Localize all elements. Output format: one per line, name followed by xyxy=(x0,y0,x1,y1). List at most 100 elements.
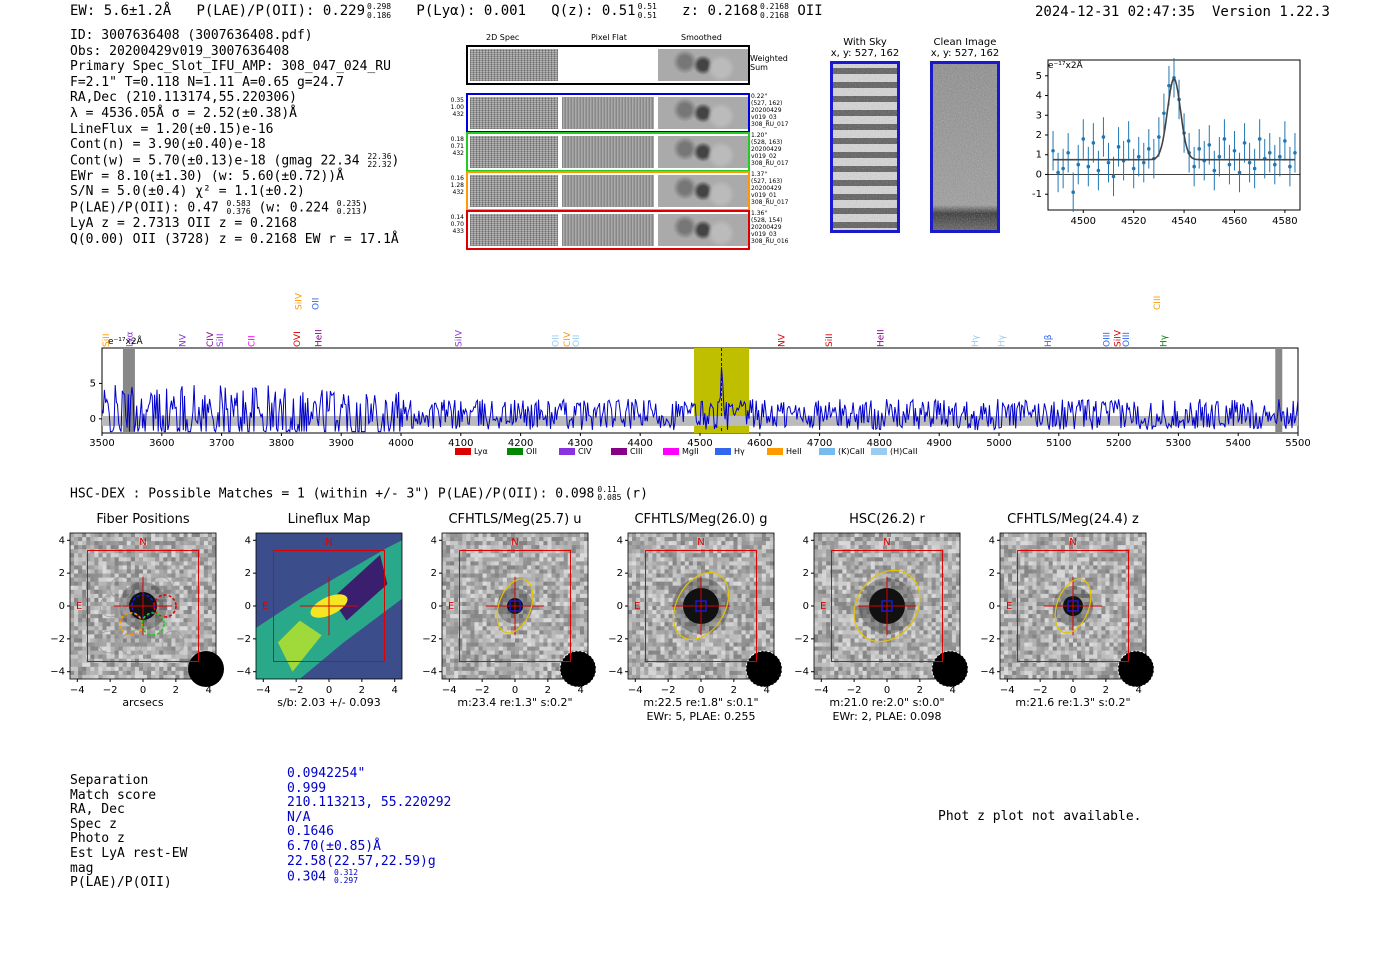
stamp-pixel xyxy=(713,618,718,623)
stamp-pixel xyxy=(818,557,823,562)
stamp-pixel xyxy=(547,593,552,599)
stamp-pixel xyxy=(551,634,556,639)
stamp-pixel xyxy=(907,585,912,591)
stamp-pixel xyxy=(696,565,702,570)
stamp-pixel xyxy=(527,618,532,623)
stamp-pixel xyxy=(147,581,152,587)
stamp-pixel xyxy=(155,646,160,651)
stamp-pixel xyxy=(717,606,722,611)
stamp-pixel xyxy=(648,642,653,647)
stamp-pixel xyxy=(183,581,188,587)
stamp-pixel xyxy=(70,597,75,603)
stamp-pixel xyxy=(106,565,111,570)
stamp-pixel xyxy=(660,642,665,647)
zoom-data-point xyxy=(1076,162,1081,167)
stamp-pixel xyxy=(939,581,945,587)
stamp-pixel xyxy=(502,642,508,647)
stamp-pixel xyxy=(143,557,148,562)
stamp-pixel xyxy=(951,577,957,582)
stamp-pixel xyxy=(523,533,528,538)
stamp-pixel xyxy=(648,549,653,554)
stamp-pixel xyxy=(838,565,843,570)
stamp-pixel xyxy=(106,626,111,631)
stamp-pixel xyxy=(523,610,528,615)
stamp-pixel xyxy=(126,577,132,582)
stamp-pixel xyxy=(191,618,197,623)
stamp-pixel xyxy=(478,626,483,631)
stamp-pixel xyxy=(462,666,467,672)
stamp-pixel xyxy=(482,638,487,643)
stamp-pixel xyxy=(907,537,912,542)
stamp-pixel xyxy=(709,565,714,570)
stamp-pixel xyxy=(814,545,819,550)
stamp-pixel xyxy=(442,553,447,558)
stamp-pixel xyxy=(692,565,698,570)
stamp-pixel xyxy=(648,670,653,676)
stamp-pixel xyxy=(919,569,924,574)
stamp-pixel xyxy=(171,601,176,607)
stamp-pixel xyxy=(652,666,657,672)
stamp-pixel xyxy=(713,545,718,550)
stamp-pixel xyxy=(466,658,471,664)
stamp-pixel xyxy=(899,573,904,578)
stamp-pixel xyxy=(701,557,706,562)
stamp-pixel xyxy=(753,626,759,631)
stamp-pixel xyxy=(692,549,698,554)
stamp-pixel xyxy=(147,618,152,623)
stamp-pixel xyxy=(130,658,136,664)
stamp-pixel xyxy=(664,606,669,611)
stamp-pixel xyxy=(632,630,637,635)
stamp-pixel xyxy=(122,577,128,582)
stamp-pixel xyxy=(74,658,79,664)
stamp-pixel xyxy=(74,533,79,538)
stamp-pixel xyxy=(721,565,726,570)
stamp-pixel xyxy=(753,565,759,570)
stamp-pixel xyxy=(486,658,491,664)
stamp-pixel xyxy=(656,626,661,631)
stamp-pixel xyxy=(555,557,560,562)
stamp-pixel xyxy=(90,581,95,587)
stamp-pixel xyxy=(114,626,119,631)
stamp-pixel xyxy=(151,549,156,554)
stamp-pixel xyxy=(947,581,953,587)
stamp-pixel xyxy=(446,541,451,546)
stamp-pixel xyxy=(203,593,209,599)
stamp-pixel xyxy=(575,601,581,607)
stamp-pixel xyxy=(765,545,771,550)
stamp-pixel xyxy=(175,606,180,611)
stamp-pixel xyxy=(138,589,144,595)
stamp-pixel xyxy=(506,650,512,655)
stamp-pixel xyxy=(543,565,548,570)
stamp-pixel xyxy=(523,674,528,680)
stamp-pixel xyxy=(122,606,128,611)
stamp-pixel xyxy=(676,565,682,570)
stamp-pixel xyxy=(672,557,677,562)
stamp-x-tick-label: 2 xyxy=(173,685,179,696)
stamp-pixel xyxy=(567,581,573,587)
stamp-pixel xyxy=(515,634,520,639)
stamp-pixel xyxy=(927,545,932,550)
stamp-pixel xyxy=(527,577,532,582)
stamp-pixel xyxy=(672,658,677,664)
stamp-pixel xyxy=(563,646,569,651)
detection-box xyxy=(695,600,707,612)
emission-line-label: Lyα xyxy=(126,331,136,347)
stamp-pixel xyxy=(931,577,936,582)
weighted-sum-label: Weighted Sum xyxy=(750,54,788,72)
stamp-pixel xyxy=(195,593,201,599)
stamp-pixel xyxy=(668,614,673,619)
stamp-y-tick-label: 0 xyxy=(59,601,65,612)
stamp-pixel xyxy=(450,638,455,643)
info-plae-w: (w: 0.224 xyxy=(258,200,329,216)
stamp-pixel xyxy=(555,577,560,582)
stamp-pixel xyxy=(183,634,188,639)
stamp-pixel xyxy=(179,541,184,546)
stamp-pixel xyxy=(636,565,641,570)
stamp-pixel xyxy=(466,638,471,643)
stamp-pixel xyxy=(191,606,197,611)
stamp-pixel xyxy=(82,650,87,655)
stamp-pixel xyxy=(709,670,714,676)
stamp-pixel xyxy=(701,666,706,672)
stamp-pixel xyxy=(90,597,95,603)
stamp-pixel xyxy=(187,638,192,643)
